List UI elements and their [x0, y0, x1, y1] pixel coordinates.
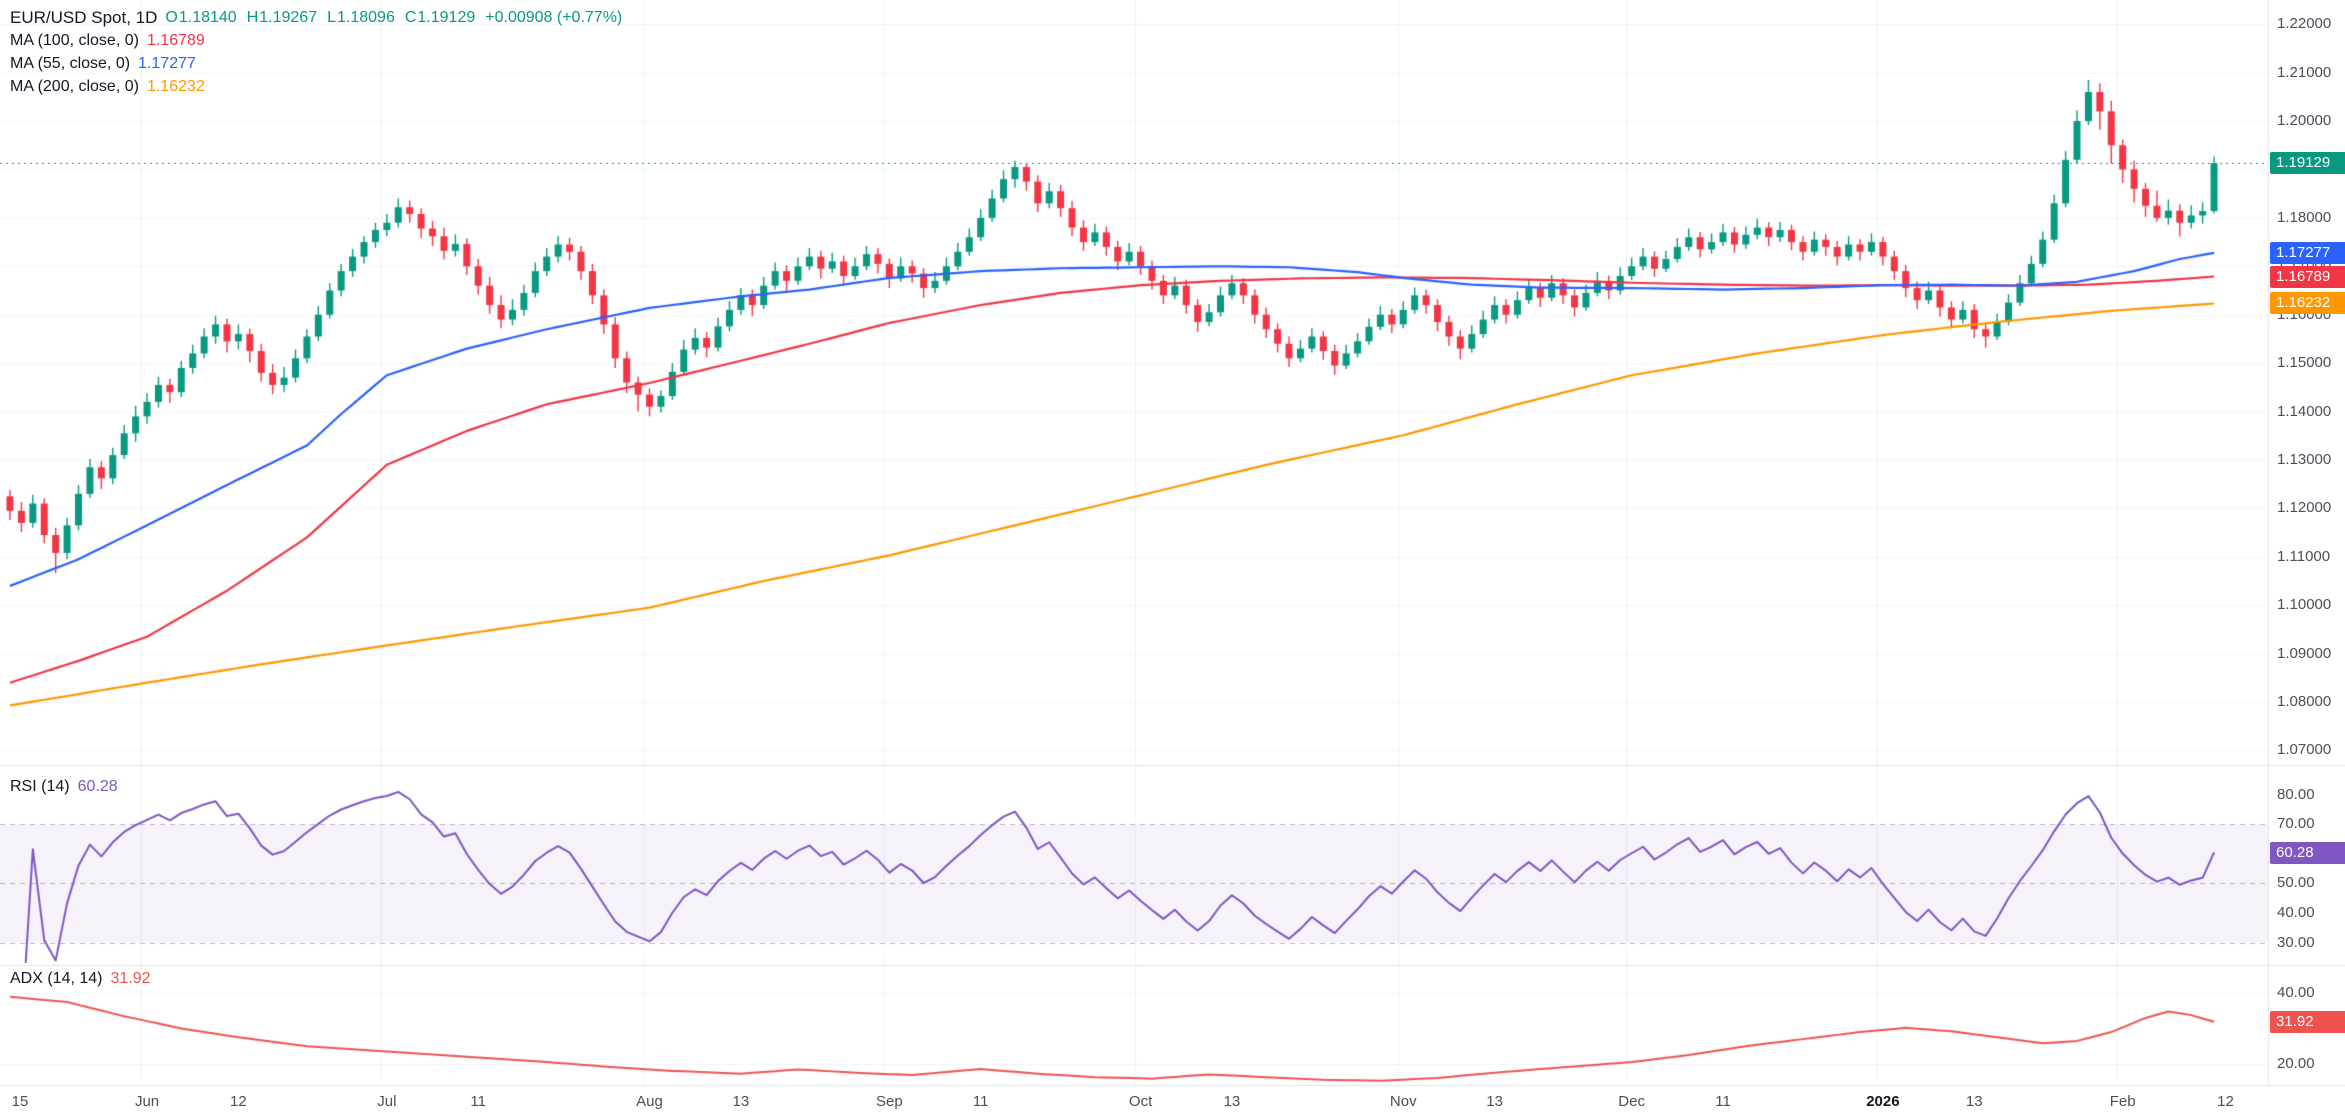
ma100-label: MA (100, close, 0)	[10, 31, 139, 49]
ma100-legend-row[interactable]: MA (100, close, 0) 1.16789	[10, 29, 622, 52]
ma55-price-badge: 1.17277	[2270, 241, 2345, 264]
ma200-price-badge: 1.16232	[2270, 292, 2345, 315]
rsi-label: RSI (14)	[10, 778, 70, 795]
high-value: 1.19267	[259, 8, 318, 26]
ma200-label: MA (200, close, 0)	[10, 77, 139, 95]
adx-value: 31.92	[110, 970, 151, 987]
ohlc-close: C1.19129	[405, 9, 475, 27]
adx-label: ADX (14, 14)	[10, 970, 103, 987]
rsi-value-badge: 60.28	[2270, 841, 2345, 864]
adx-legend[interactable]: ADX (14, 14) 31.92	[10, 970, 151, 988]
open-value: 1.18140	[178, 8, 237, 26]
open-letter: O	[165, 8, 178, 26]
low-value: 1.18096	[337, 8, 395, 26]
time-axis[interactable]	[0, 1085, 2345, 1120]
symbol-legend-row[interactable]: EUR/USD Spot, 1D O1.18140 H1.19267 L1.18…	[10, 6, 622, 29]
last-price-badge: 1.19129	[2270, 152, 2345, 175]
change-value: +0.00908 (+0.77%)	[485, 8, 623, 26]
rsi-value: 60.28	[77, 778, 118, 795]
ma55-legend-row[interactable]: MA (55, close, 0) 1.17277	[10, 52, 622, 75]
ohlc-high: H1.19267	[247, 9, 317, 27]
low-letter: L	[327, 8, 336, 26]
ma100-price-badge: 1.16789	[2270, 265, 2345, 288]
close-value: 1.19129	[417, 8, 476, 26]
ma200-value: 1.16232	[146, 77, 205, 95]
high-letter: H	[246, 8, 259, 26]
ma100-value: 1.16789	[146, 31, 205, 49]
symbol-title[interactable]: EUR/USD Spot, 1D	[10, 7, 158, 27]
main-legend: EUR/USD Spot, 1D O1.18140 H1.19267 L1.18…	[10, 6, 622, 98]
ma200-legend-row[interactable]: MA (200, close, 0) 1.16232	[10, 75, 622, 98]
ohlc-open: O1.18140	[165, 9, 236, 27]
ma55-value: 1.17277	[138, 54, 196, 72]
ma55-label: MA (55, close, 0)	[10, 54, 131, 72]
adx-value-badge: 31.92	[2270, 1010, 2345, 1033]
rsi-legend[interactable]: RSI (14) 60.28	[10, 778, 118, 796]
close-letter: C	[404, 8, 417, 26]
ohlc-values: O1.18140 H1.19267 L1.18096 C1.19129 +0.0…	[165, 9, 622, 27]
ohlc-low: L1.18096	[327, 9, 395, 27]
